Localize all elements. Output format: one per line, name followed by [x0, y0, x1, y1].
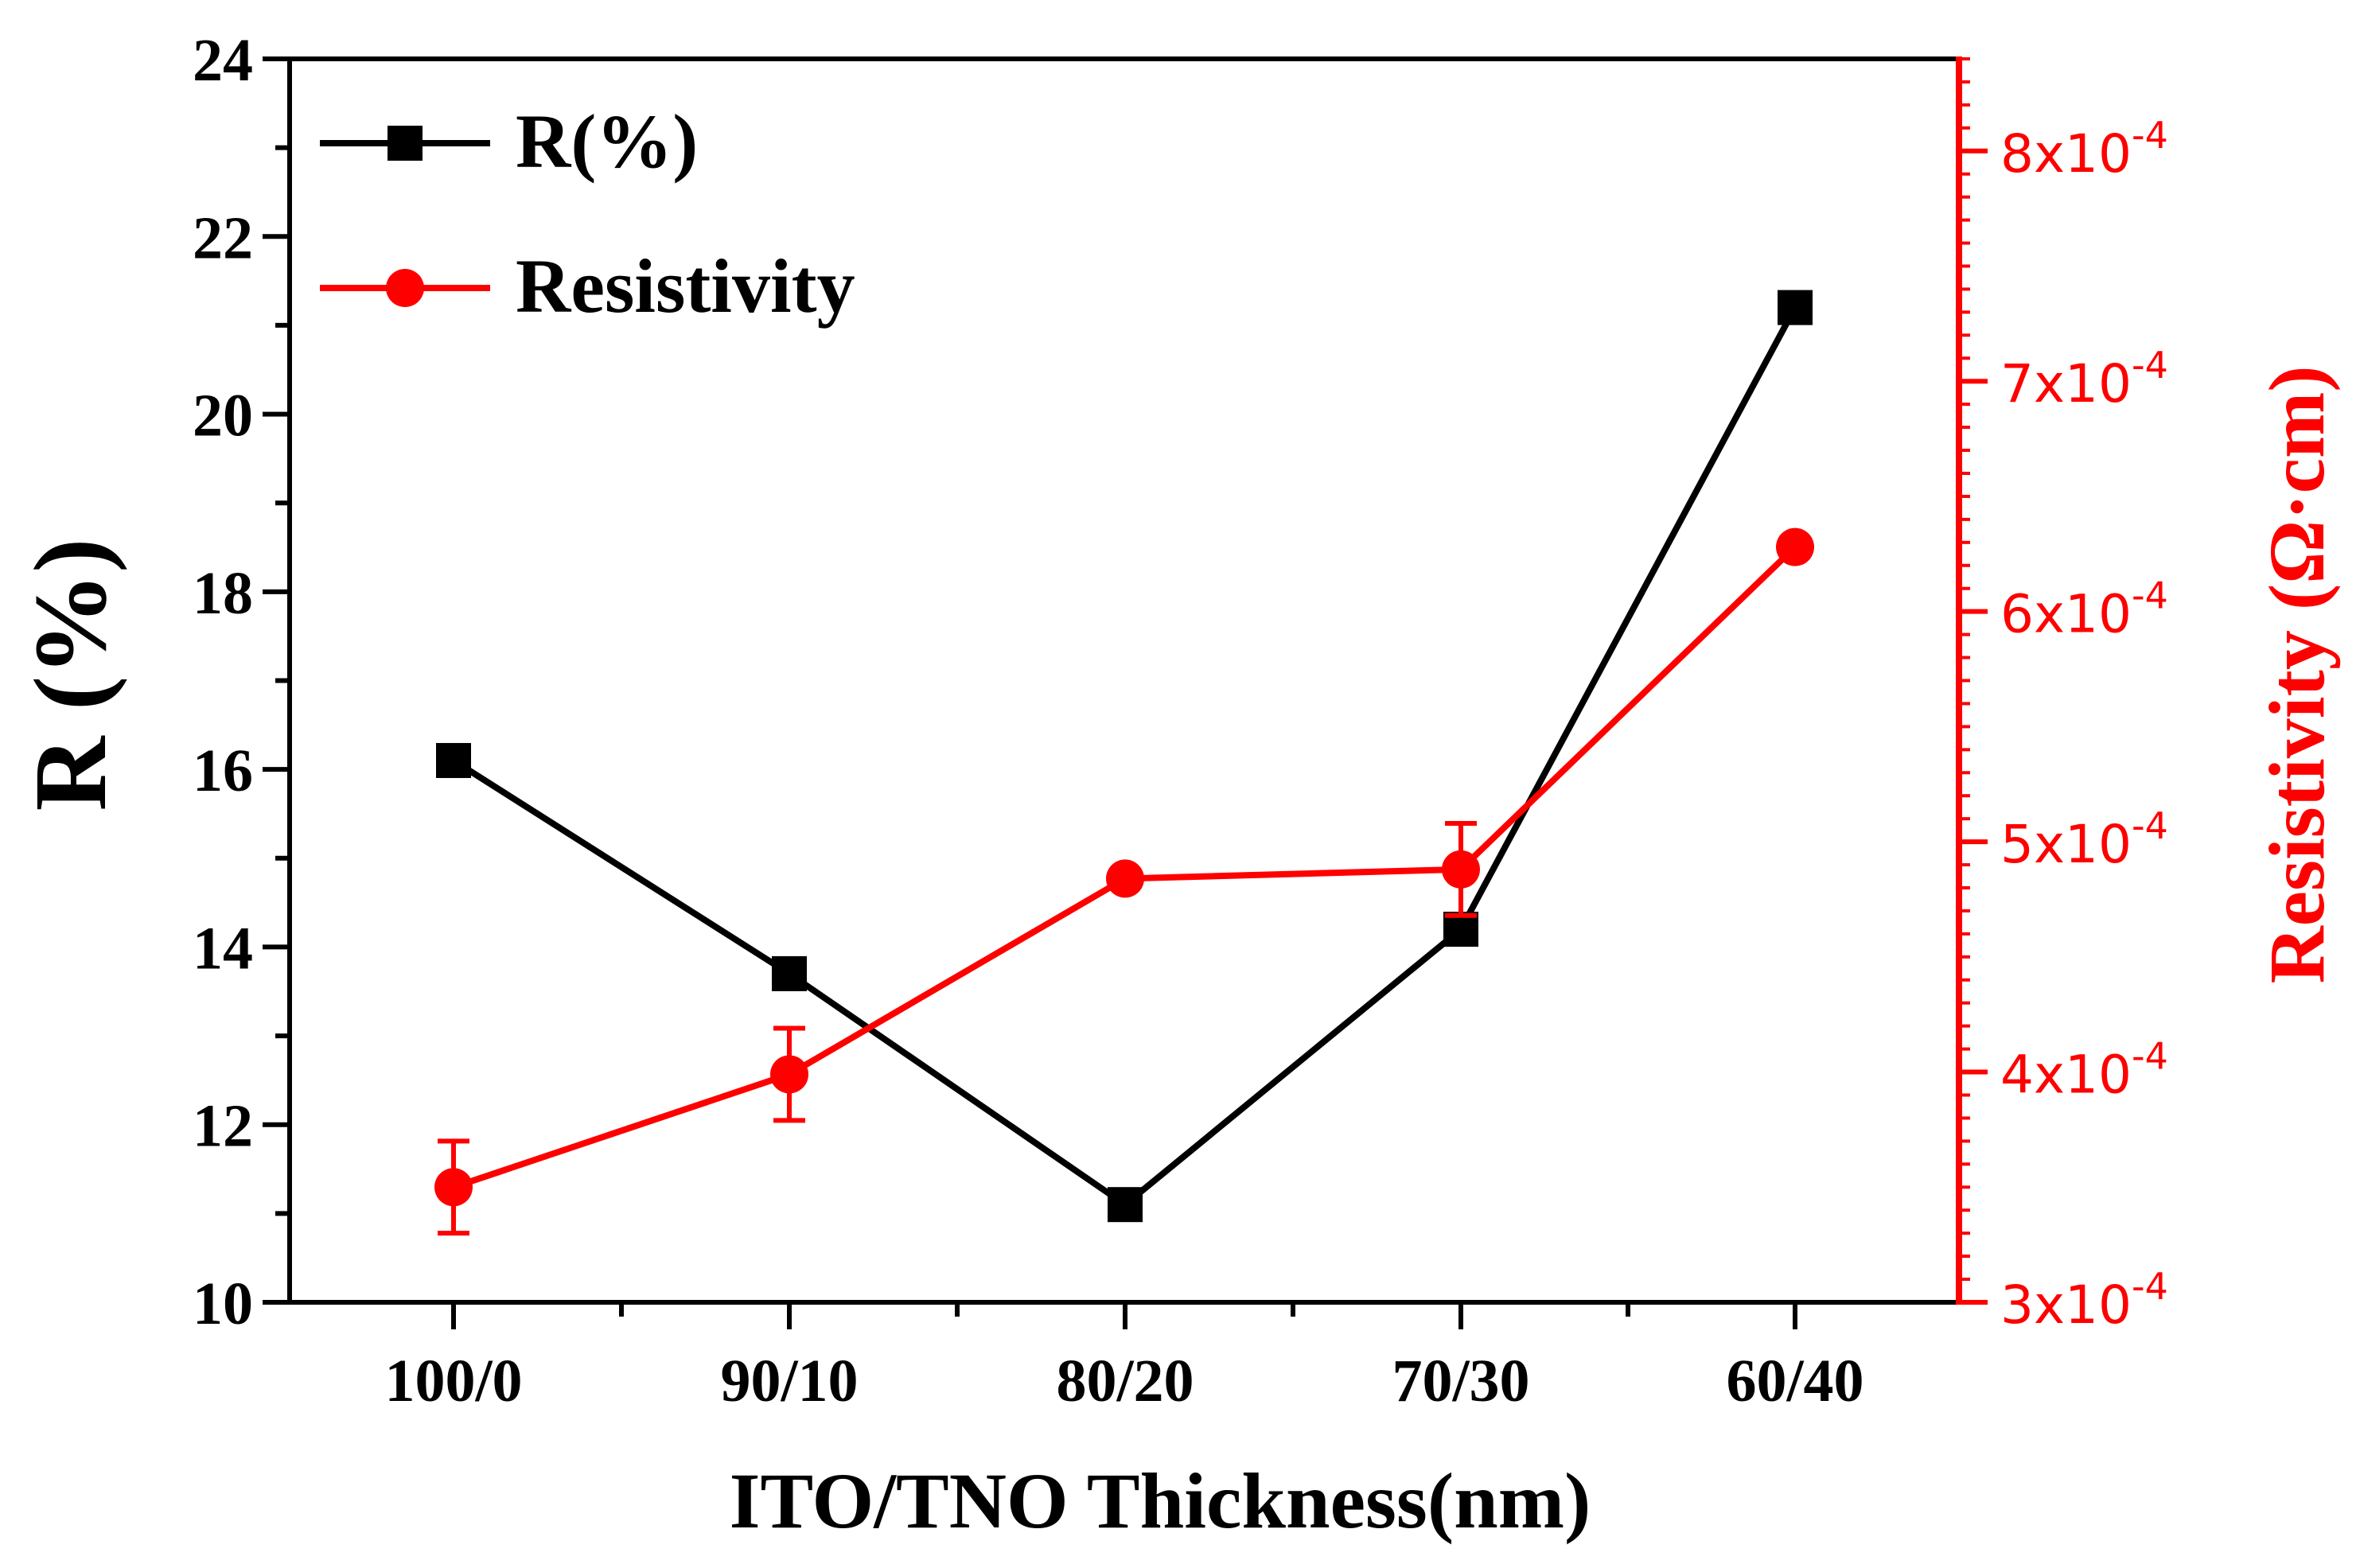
left-tick-label: 18	[193, 560, 253, 627]
left-y-axis-title: R (%)	[14, 539, 128, 811]
legend-circle-marker	[386, 269, 424, 307]
legend-label: Resistivity	[516, 243, 855, 329]
left-tick-label: 20	[193, 383, 253, 449]
x-axis-title: ITO/TNO Thickness(nm)	[730, 1457, 1591, 1545]
resistivity-data-point	[1442, 850, 1480, 889]
r-data-point	[772, 955, 807, 991]
resistivity-data-point	[770, 1055, 808, 1094]
legend-square-marker	[387, 126, 423, 161]
legend: R(%) Resistivity	[320, 99, 855, 329]
right-y-axis-title: Resistivity (Ω·cm)	[2253, 365, 2341, 983]
right-tick-label: 3x10-4	[2000, 1265, 2168, 1336]
left-tick-label: 22	[193, 204, 253, 271]
right-tick-exponent: -4	[2132, 804, 2168, 847]
right-tick-exponent: -4	[2132, 344, 2168, 387]
right-tick-exponent: -4	[2132, 114, 2168, 157]
right-tick-exponent: -4	[2132, 1035, 2168, 1078]
left-tick-label: 14	[193, 915, 253, 982]
x-tick-label: 80/20	[1056, 1348, 1194, 1414]
left-tick-label: 10	[193, 1270, 253, 1337]
x-tick-label: 70/30	[1392, 1348, 1529, 1414]
right-tick-label: 5x10-4	[2000, 804, 2168, 875]
r-data-point	[1778, 290, 1813, 325]
right-tick-exponent: -4	[2132, 1265, 2168, 1308]
x-tick-label: 60/40	[1726, 1348, 1863, 1414]
right-tick-label: 7x10-4	[2000, 344, 2168, 414]
r-data-point	[1108, 1187, 1143, 1223]
resistivity-data-point	[1776, 527, 1814, 566]
left-tick-label: 12	[193, 1093, 253, 1160]
axes-layer: 10 12 14 16 18 20 22 24 100/0 90/10 80/20 70/30 60/4…	[193, 27, 2168, 1414]
left-tick-label: 24	[193, 27, 253, 94]
x-tick-label: 90/10	[720, 1348, 858, 1414]
x-tick-label: 100/0	[384, 1348, 522, 1414]
legend-label: R(%)	[516, 99, 698, 184]
series-layer	[434, 290, 1814, 1236]
left-tick-label: 16	[193, 737, 253, 804]
resistivity-data-point	[434, 1168, 473, 1207]
resistivity-data-point	[1106, 859, 1144, 898]
right-tick-label: 4x10-4	[2000, 1035, 2168, 1106]
r-series-line	[451, 305, 1798, 1209]
r-data-point	[436, 742, 471, 778]
right-tick-label: 8x10-4	[2000, 114, 2168, 185]
right-tick-exponent: -4	[2132, 574, 2168, 617]
right-tick-label: 6x10-4	[2000, 574, 2168, 645]
